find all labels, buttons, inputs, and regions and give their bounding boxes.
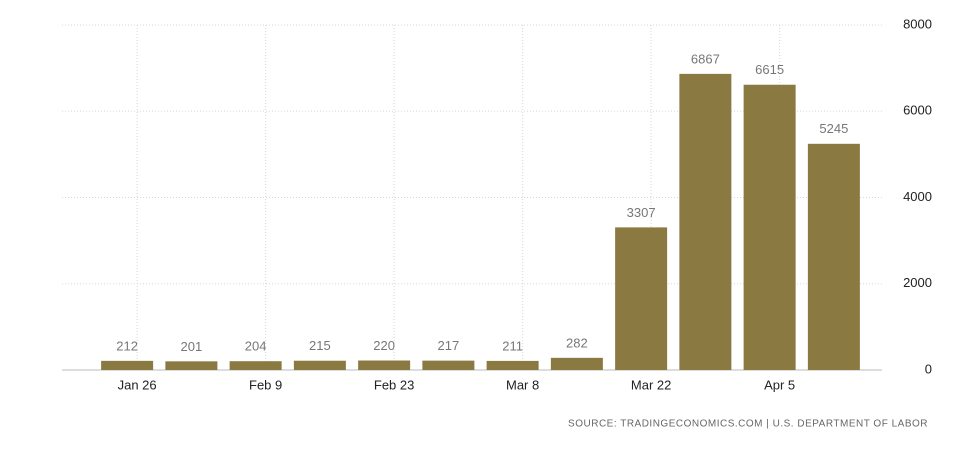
value-label: 6867 xyxy=(691,51,720,66)
value-label: 201 xyxy=(181,339,203,354)
bar xyxy=(165,361,218,370)
source: SOURCE: TRADINGECONOMICS.COM | U.S. DEPA… xyxy=(568,419,928,430)
value-label: 211 xyxy=(502,338,523,353)
bar xyxy=(101,360,154,370)
x-tick-label: Mar 8 xyxy=(506,377,539,392)
y-tick-label: 6000 xyxy=(903,103,932,118)
bar xyxy=(422,360,475,370)
x-tick-label: Feb 23 xyxy=(374,377,414,392)
bar xyxy=(807,143,860,370)
bar xyxy=(743,84,796,371)
value-label: 6615 xyxy=(755,62,784,77)
value-label: 204 xyxy=(245,339,267,354)
bar xyxy=(679,73,732,370)
y-tick-label: 4000 xyxy=(903,189,932,204)
bar xyxy=(229,361,282,370)
x-tick-label: Mar 22 xyxy=(631,377,671,392)
x-tick-label: Jan 26 xyxy=(118,377,157,392)
bar xyxy=(615,227,668,370)
bar xyxy=(358,360,411,370)
value-label: 217 xyxy=(438,338,460,353)
value-label: 220 xyxy=(373,338,395,353)
value-label: 5245 xyxy=(819,121,848,136)
value-label: 215 xyxy=(309,338,331,353)
y-tick-label: 2000 xyxy=(903,275,932,290)
x-tick-label: Apr 5 xyxy=(764,377,795,392)
x-tick-label: Feb 9 xyxy=(249,377,282,392)
value-label: 282 xyxy=(566,335,588,350)
value-label: 3307 xyxy=(627,205,656,220)
bar xyxy=(293,360,346,370)
value-label: 212 xyxy=(116,338,138,353)
y-tick-label: 8000 xyxy=(903,16,932,31)
bar xyxy=(550,357,603,370)
bar xyxy=(486,360,539,370)
y-tick-label: 0 xyxy=(925,361,932,376)
